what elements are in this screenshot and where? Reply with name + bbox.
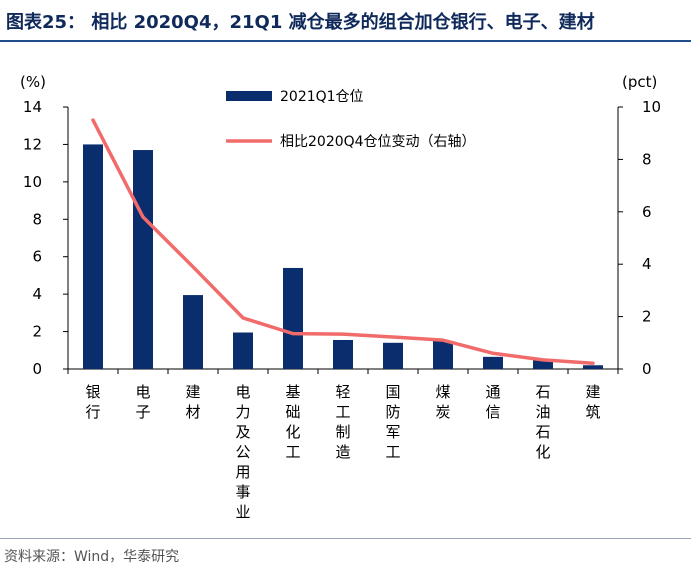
line-series xyxy=(91,118,595,365)
bar xyxy=(183,295,203,369)
category-label: 国防军工 xyxy=(385,383,400,461)
category-label: 建材 xyxy=(185,383,200,421)
right-axis-unit: (pct) xyxy=(622,73,657,91)
bar xyxy=(83,144,103,369)
left-axis-unit: (%) xyxy=(20,73,46,91)
category-label: 通信 xyxy=(485,383,500,421)
left-tick-label: 0 xyxy=(32,360,42,378)
figure-title: 图表25： 相比 2020Q4，21Q1 减仓最多的组合加仓银行、电子、建材 xyxy=(6,12,595,33)
right-tick-label: 8 xyxy=(642,150,652,168)
legend-line-label: 相比2020Q4仓位变动（右轴） xyxy=(280,134,476,150)
bar xyxy=(383,342,403,369)
bar xyxy=(433,340,453,369)
bar xyxy=(483,356,503,369)
title-divider xyxy=(0,40,691,42)
figure-title-bar: 图表25： 相比 2020Q4，21Q1 减仓最多的组合加仓银行、电子、建材 xyxy=(0,0,691,40)
right-tick-label: 6 xyxy=(642,203,652,221)
source-divider xyxy=(0,538,691,539)
bar xyxy=(233,332,253,369)
bar xyxy=(533,359,553,369)
bar xyxy=(583,365,603,369)
bar xyxy=(133,150,153,369)
left-tick-label: 8 xyxy=(32,210,42,228)
left-tick-label: 6 xyxy=(32,248,42,266)
left-tick-label: 2 xyxy=(32,323,42,341)
left-tick-label: 10 xyxy=(23,173,42,191)
category-label: 煤炭 xyxy=(435,383,450,421)
right-tick-label: 4 xyxy=(642,255,652,273)
category-label: 电力及公用事业 xyxy=(235,383,250,521)
category-label: 石油石化 xyxy=(535,383,550,461)
right-tick-label: 2 xyxy=(642,308,652,326)
legend-bar-label: 2021Q1仓位 xyxy=(280,89,364,105)
category-label: 轻工制造 xyxy=(335,383,350,461)
left-tick-label: 14 xyxy=(23,98,42,116)
category-label: 基础化工 xyxy=(285,383,300,461)
right-tick-label: 10 xyxy=(642,98,661,116)
left-tick-label: 12 xyxy=(23,135,42,153)
category-label: 银行 xyxy=(85,383,100,421)
left-tick-label: 4 xyxy=(32,285,42,303)
legend-bar-swatch xyxy=(226,91,272,101)
right-tick-label: 0 xyxy=(642,360,652,378)
bar xyxy=(333,339,353,369)
category-label: 电子 xyxy=(135,383,150,421)
bar xyxy=(283,267,303,369)
category-label: 建筑 xyxy=(585,383,600,421)
source-note: 资料来源：Wind，华泰研究 xyxy=(4,549,180,565)
